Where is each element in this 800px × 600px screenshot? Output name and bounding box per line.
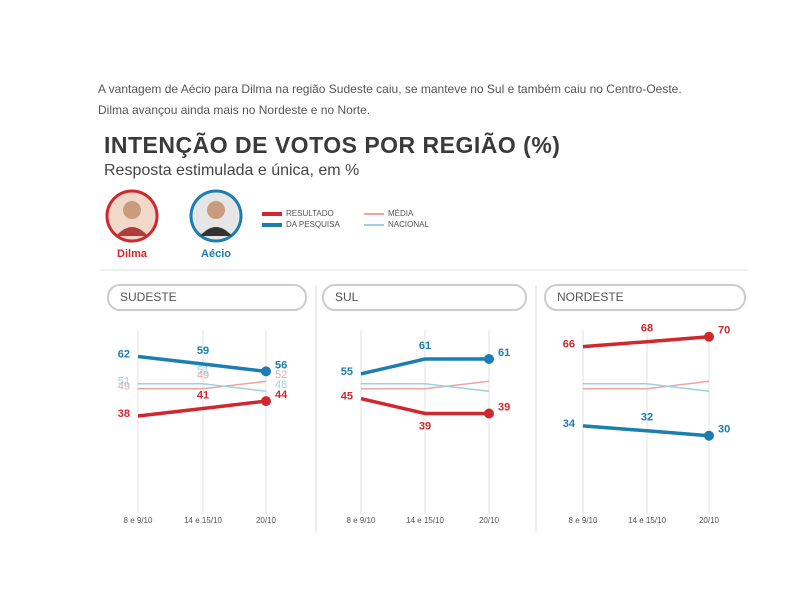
data-label: 61 <box>419 340 431 352</box>
panel-title: SUDESTE <box>120 290 177 304</box>
end-point <box>261 366 271 377</box>
data-label: 68 <box>641 323 653 335</box>
data-label: 49 <box>118 381 130 393</box>
data-label: 51 <box>197 365 209 377</box>
legend-label: DA PESQUISA <box>286 220 340 229</box>
data-line <box>360 357 489 376</box>
data-label: 32 <box>641 412 653 424</box>
panel-title: NORDESTE <box>557 290 624 304</box>
chart-title: INTENÇÃO DE VOTOS POR REGIÃO (%) <box>104 131 560 158</box>
x-tick-label: 20/10 <box>699 516 720 525</box>
chart-subtitle: Resposta estimulada e única, em % <box>104 162 359 179</box>
legend-label: MÉDIA <box>388 209 414 218</box>
data-label: 62 <box>118 348 130 360</box>
data-line <box>137 354 267 374</box>
end-point <box>704 331 714 342</box>
data-label: 59 <box>197 345 209 357</box>
data-label: 38 <box>118 408 130 420</box>
data-label: 39 <box>498 401 510 413</box>
data-label: 30 <box>718 424 730 436</box>
data-line <box>583 380 710 390</box>
data-line <box>137 399 267 418</box>
x-tick-label: 14 e 15/10 <box>628 516 666 525</box>
end-point <box>261 396 271 407</box>
panel-title: SUL <box>335 290 359 304</box>
data-label: 61 <box>498 347 510 359</box>
data-label: 44 <box>275 389 288 401</box>
data-label: 52 <box>275 369 287 381</box>
legend-label: RESULTADO <box>286 209 334 218</box>
x-tick-label: 8 e 9/10 <box>569 516 598 525</box>
data-label: 49 <box>197 370 209 382</box>
candidate-name: Dilma <box>117 248 148 260</box>
legend-label: NACIONAL <box>388 220 429 229</box>
x-tick-label: 14 e 15/10 <box>406 516 444 525</box>
panel-header <box>107 284 307 311</box>
data-label: 48 <box>275 379 287 391</box>
data-line <box>360 396 489 416</box>
candidate-photo <box>105 189 159 243</box>
data-label: 45 <box>341 391 353 403</box>
candidate-name: Aécio <box>201 248 231 260</box>
data-label: 66 <box>563 339 575 351</box>
end-point <box>484 408 494 419</box>
x-tick-label: 20/10 <box>479 516 500 525</box>
data-line <box>138 383 267 392</box>
end-point <box>704 430 714 441</box>
panel-header <box>544 284 746 311</box>
intro-text: A vantagem de Aécio para Dilma na região… <box>98 82 682 96</box>
candidate-photo <box>189 189 243 243</box>
data-line <box>582 424 710 438</box>
data-label: 34 <box>563 418 576 430</box>
data-label: 55 <box>341 366 353 378</box>
panel-header <box>322 284 527 311</box>
x-tick-label: 20/10 <box>256 516 277 525</box>
data-label: 41 <box>197 389 209 401</box>
data-label: 70 <box>718 325 730 337</box>
x-tick-label: 8 e 9/10 <box>124 516 153 525</box>
data-label: 56 <box>275 359 287 371</box>
data-line <box>138 380 267 390</box>
x-tick-label: 14 e 15/10 <box>184 516 222 525</box>
data-label: 51 <box>118 376 130 388</box>
data-line <box>582 335 710 349</box>
data-label: 39 <box>419 420 431 432</box>
intro-text: Dilma avançou ainda mais no Nordeste e n… <box>98 103 370 117</box>
data-line <box>583 383 710 392</box>
data-line <box>361 380 490 390</box>
end-point <box>484 354 494 365</box>
x-tick-label: 8 e 9/10 <box>347 516 376 525</box>
data-line <box>361 383 490 392</box>
